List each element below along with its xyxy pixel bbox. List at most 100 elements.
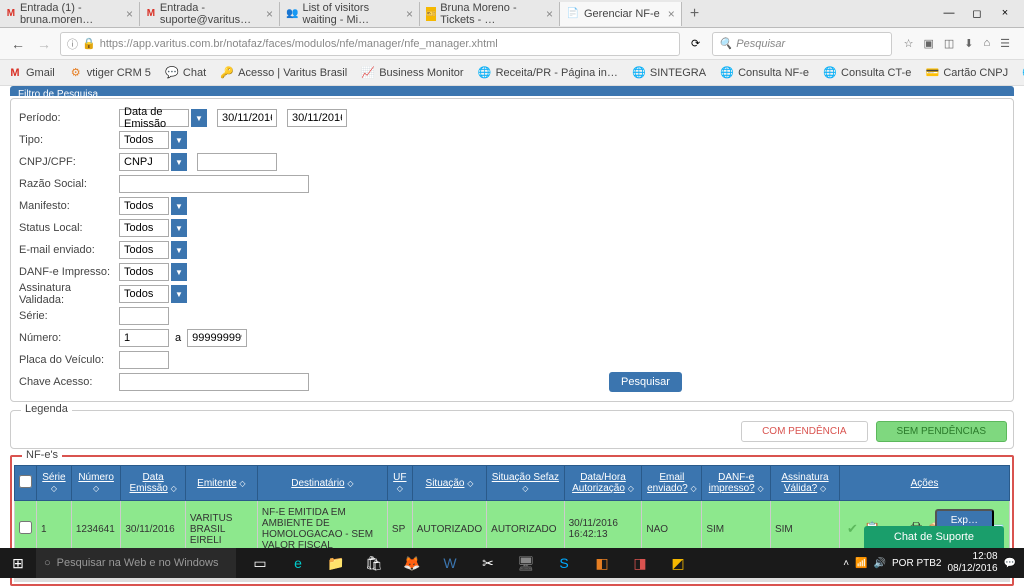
tray-up-icon[interactable]: ˄ bbox=[843, 558, 849, 569]
select-assinatura[interactable]: Todos bbox=[119, 285, 169, 303]
firefox-icon[interactable]: 🦊 bbox=[394, 548, 430, 578]
select-status[interactable]: Todos bbox=[119, 219, 169, 237]
select-periodo[interactable]: Data de Emissão bbox=[119, 109, 189, 127]
row-checkbox[interactable] bbox=[19, 521, 32, 534]
notification-icon[interactable]: 💬 bbox=[1004, 558, 1016, 569]
word-icon[interactable]: W bbox=[432, 548, 468, 578]
close-icon[interactable]: × bbox=[668, 7, 675, 21]
bookmark-chat[interactable]: 💬Chat bbox=[165, 66, 206, 80]
bookmark-nfe[interactable]: 🌐Consulta NF-e bbox=[720, 66, 809, 80]
close-icon[interactable]: × bbox=[406, 7, 413, 21]
forward-icon[interactable]: → bbox=[34, 34, 54, 54]
col-sefaz[interactable]: Situação Sefaz ◇ bbox=[487, 466, 564, 501]
shield-icon[interactable]: ◫ bbox=[944, 37, 954, 50]
app3-icon[interactable]: ◩ bbox=[660, 548, 696, 578]
rdp-icon[interactable]: 🖥 bbox=[508, 548, 544, 578]
tab-gmail-1[interactable]: MEntrada (1) - bruna.moren…× bbox=[0, 2, 140, 26]
bookmark-bm[interactable]: 📈Business Monitor bbox=[361, 66, 463, 80]
input-num-to[interactable] bbox=[187, 329, 247, 347]
bookmark-cte[interactable]: 🌐Consulta CT-e bbox=[823, 66, 911, 80]
date-to[interactable] bbox=[287, 109, 347, 127]
col-dest[interactable]: Destinatário ◇ bbox=[257, 466, 387, 501]
close-window-icon[interactable]: × bbox=[994, 7, 1016, 20]
refresh-icon[interactable]: ⟳ bbox=[686, 34, 706, 54]
pocket-icon[interactable]: ▣ bbox=[923, 37, 933, 50]
chevron-down-icon[interactable]: ▼ bbox=[171, 241, 187, 259]
taskbar-search[interactable]: ○Pesquisar na Web e no Windows bbox=[36, 548, 236, 578]
col-danfe[interactable]: DANF-e impresso? ◇ bbox=[702, 466, 771, 501]
chevron-down-icon[interactable]: ▼ bbox=[171, 131, 187, 149]
skype-icon[interactable]: S bbox=[546, 548, 582, 578]
volume-icon[interactable]: 🔊 bbox=[874, 558, 886, 569]
chevron-down-icon[interactable]: ▼ bbox=[171, 197, 187, 215]
input-chave[interactable] bbox=[119, 373, 309, 391]
bookmark-gmail[interactable]: MGmail bbox=[8, 66, 55, 80]
select-manifesto[interactable]: Todos bbox=[119, 197, 169, 215]
tab-tickets[interactable]: 🎫Bruna Moreno - Tickets - …× bbox=[420, 2, 560, 26]
minimize-icon[interactable]: — bbox=[938, 7, 960, 20]
task-view-icon[interactable]: ▭ bbox=[242, 548, 278, 578]
close-icon[interactable]: × bbox=[266, 7, 273, 21]
maximize-icon[interactable]: ◻ bbox=[966, 7, 988, 20]
back-icon[interactable]: ← bbox=[8, 34, 28, 54]
chevron-down-icon[interactable]: ▼ bbox=[171, 219, 187, 237]
sem-pendencias-button[interactable]: SEM PENDÊNCIAS bbox=[876, 421, 1007, 442]
chevron-down-icon[interactable]: ▼ bbox=[171, 153, 187, 171]
bookmark-cnpj[interactable]: 💳Cartão CNPJ bbox=[925, 66, 1008, 80]
select-email[interactable]: Todos bbox=[119, 241, 169, 259]
wifi-icon[interactable]: 📶 bbox=[855, 558, 867, 569]
col-email[interactable]: Email enviado? ◇ bbox=[642, 466, 702, 501]
bookmark-acesso[interactable]: 🔑Acesso | Varitus Brasil bbox=[220, 66, 347, 80]
select-all-checkbox[interactable] bbox=[19, 475, 32, 488]
store-icon[interactable]: 🛍 bbox=[356, 548, 392, 578]
bookmark-vtiger[interactable]: ⚙vtiger CRM 5 bbox=[69, 66, 151, 80]
chevron-down-icon[interactable]: ▼ bbox=[171, 285, 187, 303]
col-emitente[interactable]: Emitente ◇ bbox=[185, 466, 257, 501]
new-tab-button[interactable]: + bbox=[682, 5, 707, 23]
select-cnpj[interactable]: CNPJ bbox=[119, 153, 169, 171]
chevron-down-icon[interactable]: ▼ bbox=[191, 109, 207, 127]
info-icon[interactable]: ⓘ bbox=[67, 36, 78, 52]
tab-gmail-2[interactable]: MEntrada - suporte@varitus…× bbox=[140, 2, 280, 26]
bookmark-sintegra[interactable]: 🌐SINTEGRA bbox=[632, 66, 706, 80]
input-num-from[interactable] bbox=[119, 329, 169, 347]
snip-icon[interactable]: ✂ bbox=[470, 548, 506, 578]
url-bar[interactable]: ⓘ 🔒 https://app.varitus.com.br/notafaz/f… bbox=[60, 32, 680, 56]
menu-icon[interactable]: ☰ bbox=[1000, 37, 1010, 50]
chevron-down-icon[interactable]: ▼ bbox=[171, 263, 187, 281]
pesquisar-button[interactable]: Pesquisar bbox=[609, 372, 682, 392]
select-tipo[interactable]: Todos bbox=[119, 131, 169, 149]
input-cnpj[interactable] bbox=[197, 153, 277, 171]
input-serie[interactable] bbox=[119, 307, 169, 325]
col-data[interactable]: Data Emissão ◇ bbox=[121, 466, 185, 501]
language-indicator[interactable]: POR PTB2 bbox=[892, 558, 941, 569]
close-icon[interactable]: × bbox=[546, 7, 553, 21]
browser-search[interactable]: 🔍 Pesquisar bbox=[712, 32, 892, 56]
col-assin[interactable]: Assinatura Válida? ◇ bbox=[770, 466, 839, 501]
download-icon[interactable]: ⬇ bbox=[964, 37, 973, 50]
clock[interactable]: 12:0808/12/2016 bbox=[947, 551, 997, 575]
com-pendencia-button[interactable]: COM PENDÊNCIA bbox=[741, 421, 867, 442]
col-serie[interactable]: Série ◇ bbox=[37, 466, 72, 501]
col-uf[interactable]: UF ◇ bbox=[387, 466, 412, 501]
col-datahora[interactable]: Data/Hora Autorização ◇ bbox=[564, 466, 642, 501]
col-situacao[interactable]: Situação ◇ bbox=[412, 466, 486, 501]
check-icon[interactable]: ✔ bbox=[845, 521, 861, 537]
app2-icon[interactable]: ◨ bbox=[622, 548, 658, 578]
input-placa[interactable] bbox=[119, 351, 169, 369]
chat-support-tab[interactable]: Chat de Suporte bbox=[864, 526, 1004, 548]
date-from[interactable] bbox=[217, 109, 277, 127]
explorer-icon[interactable]: 📁 bbox=[318, 548, 354, 578]
app-icon[interactable]: ◧ bbox=[584, 548, 620, 578]
edge-icon[interactable]: e bbox=[280, 548, 316, 578]
input-razao[interactable] bbox=[119, 175, 309, 193]
start-button[interactable]: ⊞ bbox=[0, 548, 36, 578]
close-icon[interactable]: × bbox=[126, 7, 133, 21]
bookmark-receita[interactable]: 🌐Receita/PR - Página in… bbox=[478, 66, 618, 80]
tab-visitors[interactable]: 👥List of visitors waiting - Mi…× bbox=[280, 2, 420, 26]
star-icon[interactable]: ☆ bbox=[904, 37, 914, 50]
home-icon[interactable]: ⌂ bbox=[983, 37, 990, 50]
col-numero[interactable]: Número ◇ bbox=[71, 466, 121, 501]
tab-nfe[interactable]: 📄Gerenciar NF-e× bbox=[560, 2, 682, 26]
select-danfe[interactable]: Todos bbox=[119, 263, 169, 281]
